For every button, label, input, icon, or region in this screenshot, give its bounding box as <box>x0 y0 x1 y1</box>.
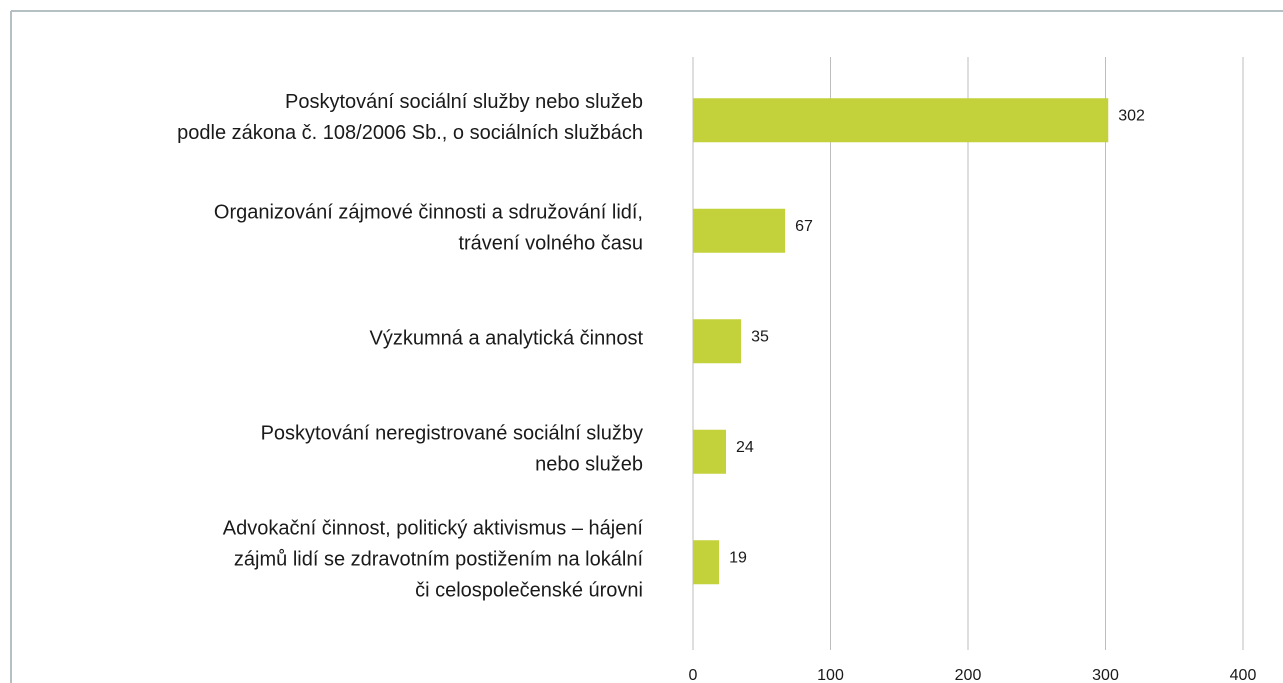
category-label: Výzkumná a analytická činnost <box>370 328 644 350</box>
x-tick-label: 400 <box>1230 667 1257 683</box>
bar <box>693 319 742 364</box>
category-label: Organizování zájmové činnosti a sdružová… <box>214 202 643 224</box>
value-label: 35 <box>751 328 769 345</box>
value-label: 24 <box>736 439 754 456</box>
x-tick-label: 0 <box>689 667 698 683</box>
category-label: nebo služeb <box>535 454 643 476</box>
category-label: zájmů lidí se zdravotním postižením na l… <box>234 549 644 571</box>
category-label: podle zákona č. 108/2006 Sb., o sociální… <box>177 122 643 144</box>
bar <box>693 208 786 253</box>
x-tick-label: 300 <box>1092 667 1119 683</box>
bar <box>693 98 1109 143</box>
bar <box>693 540 720 585</box>
category-label: Poskytování sociální služby nebo služeb <box>285 91 643 113</box>
bar <box>693 429 726 474</box>
x-tick-label: 200 <box>955 667 982 683</box>
value-label: 19 <box>729 549 747 566</box>
category-label: trávení volného času <box>458 233 643 255</box>
category-label: Advokační činnost, politický aktivismus … <box>223 518 644 540</box>
value-label: 67 <box>795 218 813 235</box>
x-tick-label: 100 <box>817 667 844 683</box>
value-label: 302 <box>1118 107 1145 124</box>
category-label: Poskytování neregistrované sociální služ… <box>261 423 643 445</box>
category-label: či celospolečenské úrovni <box>415 580 643 602</box>
